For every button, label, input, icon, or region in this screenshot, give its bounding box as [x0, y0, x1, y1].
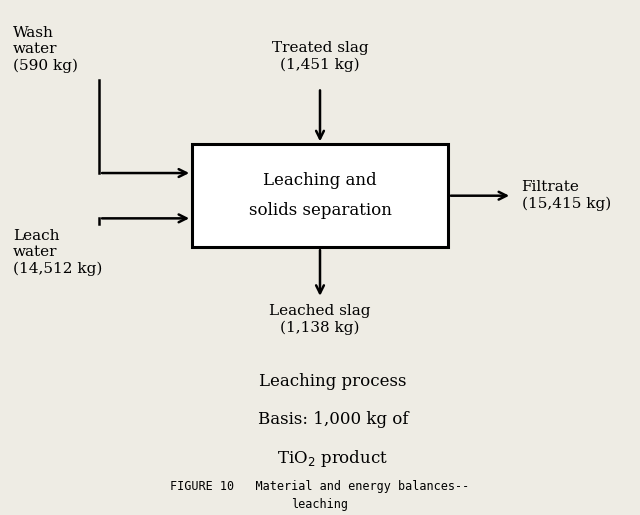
Text: TiO$_2$ product: TiO$_2$ product [277, 448, 388, 469]
Text: Leaching process: Leaching process [259, 372, 406, 390]
Text: Leached slag
(1,138 kg): Leached slag (1,138 kg) [269, 304, 371, 335]
Text: Treated slag
(1,451 kg): Treated slag (1,451 kg) [272, 41, 368, 72]
Text: leaching: leaching [291, 498, 349, 511]
Text: Leach
water
(14,512 kg): Leach water (14,512 kg) [13, 229, 102, 276]
Bar [192, 144, 448, 247]
Text: Basis: 1,000 kg of: Basis: 1,000 kg of [257, 411, 408, 428]
Text: Filtrate
(15,415 kg): Filtrate (15,415 kg) [522, 180, 611, 211]
Text: FIGURE 10   Material and energy balances--: FIGURE 10 Material and energy balances-- [170, 480, 470, 493]
Text: solids separation: solids separation [248, 201, 392, 219]
Text: Leaching and: Leaching and [263, 171, 377, 189]
Text: Wash
water
(590 kg): Wash water (590 kg) [13, 26, 78, 73]
